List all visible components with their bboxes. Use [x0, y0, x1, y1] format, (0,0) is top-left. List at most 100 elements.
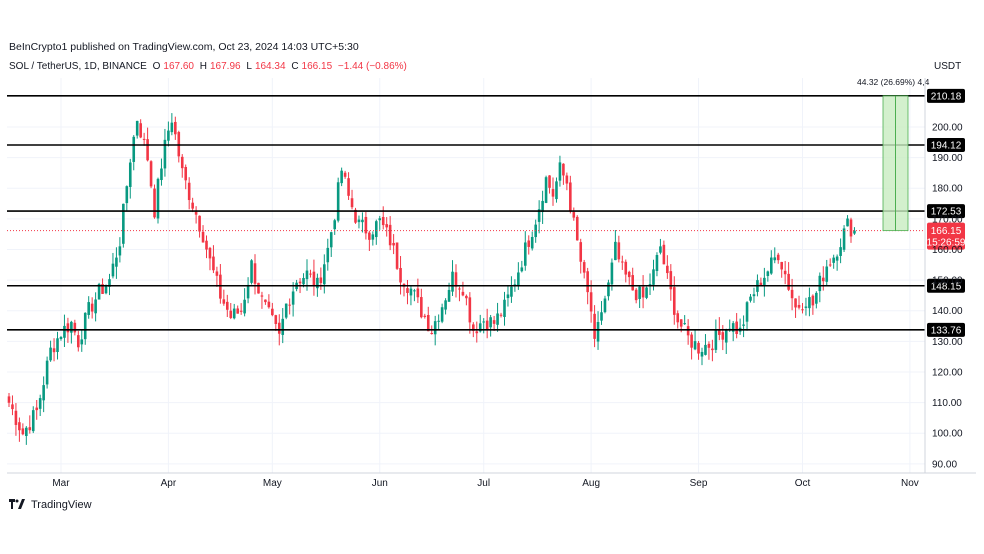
last-price-box [927, 222, 965, 250]
candle-body [704, 344, 707, 355]
candle-body [569, 182, 572, 211]
candle-body [205, 240, 208, 250]
candle-body [825, 266, 829, 282]
candle-body [638, 286, 641, 299]
candle-body [343, 172, 347, 177]
candle-body [513, 284, 517, 286]
candle-body [52, 348, 56, 353]
symbol-ohlc-line: SOL / TetherUS, 1D, BINANCE O 167.60 H 167… [9, 61, 410, 72]
candle-body [201, 231, 205, 243]
axes: 90.00 100.00 110.00 120.00 130.00 140.00 150.0… [7, 78, 976, 489]
level-label-box [927, 204, 965, 219]
candle-body [174, 121, 177, 135]
candle-body [607, 282, 610, 297]
candle-body [399, 267, 402, 283]
candle-body [49, 347, 52, 361]
candle-body [312, 271, 316, 287]
level-label: 194.12 [931, 140, 962, 151]
y-tick-label: 120.00 [932, 367, 963, 378]
candle-body [371, 234, 375, 240]
candle-body [374, 221, 378, 238]
candle-body [149, 161, 153, 187]
candle-body [364, 216, 368, 234]
y-tick-label: 140.00 [932, 306, 963, 317]
tradingview-logo[interactable]: TradingView [9, 498, 92, 512]
candle-body [329, 232, 333, 248]
candle-body [468, 297, 472, 323]
candle-body [472, 324, 475, 331]
x-tick-label: Sep [690, 478, 708, 489]
candle-body [454, 272, 458, 287]
candle-body [381, 216, 385, 226]
candle-body [18, 422, 21, 431]
candle-body [219, 274, 222, 299]
candle-body [368, 232, 371, 240]
candle-body [558, 162, 562, 181]
candle-body [104, 285, 108, 294]
candle-body [395, 242, 399, 269]
candle-body [409, 288, 413, 296]
candle-body [645, 287, 648, 298]
x-tick-label: Oct [795, 478, 811, 489]
candle-body [582, 262, 586, 273]
candle-body [711, 348, 714, 351]
candle-body [115, 257, 118, 267]
candle-body [229, 310, 233, 318]
candle-body [305, 270, 309, 280]
candle-body [416, 288, 420, 298]
candle-body [614, 241, 617, 261]
y-tick-label: 200.00 [932, 122, 963, 133]
candle-body [423, 315, 427, 317]
measure-tool[interactable]: 44.32 (26.69%) 4,4 [857, 77, 930, 232]
candle-body [135, 120, 139, 136]
candle-body [347, 178, 350, 196]
candles [7, 113, 856, 445]
candle-body [215, 271, 219, 276]
level-label-box [927, 278, 965, 293]
level-label-box [927, 88, 965, 103]
candle-body [603, 298, 607, 313]
candle-body [108, 279, 111, 287]
candle-body [59, 337, 63, 340]
candle-body [617, 242, 621, 260]
candle-body [14, 410, 18, 425]
symbol-label[interactable]: SOL / TetherUS, 1D, BINANCE [9, 61, 147, 72]
candle-body [742, 324, 745, 326]
low-label: L [246, 61, 252, 72]
candle-body [517, 272, 520, 287]
candle-body [828, 264, 832, 266]
candle-body [465, 295, 468, 299]
candle-body [56, 338, 59, 353]
candle-body [236, 308, 239, 314]
y-tick-label: 170.00 [932, 214, 963, 225]
candle-body [485, 320, 489, 330]
candle-body [309, 273, 312, 275]
x-tick-label: Mar [52, 478, 70, 489]
candle-body [527, 240, 531, 247]
candle-body [45, 360, 49, 385]
candle-body [669, 271, 673, 290]
candle-body [167, 130, 170, 141]
candle-body [31, 410, 35, 432]
candle-body [222, 299, 226, 304]
candle-body [659, 246, 662, 253]
candle-body [385, 224, 388, 228]
candle-body [28, 427, 32, 431]
candle-body [773, 257, 777, 261]
currency-label[interactable]: USDT [934, 61, 962, 72]
candle-body [298, 281, 302, 284]
candle-body [589, 292, 593, 312]
x-tick-label: Aug [582, 478, 600, 489]
candle-body [153, 188, 156, 218]
candle-body [25, 427, 28, 437]
candle-body [326, 247, 330, 263]
candle-body [482, 321, 486, 323]
candle-body [506, 294, 510, 299]
candle-body [835, 256, 839, 261]
candle-body [749, 296, 752, 301]
support-resistance-lines[interactable]: 210.18 194.12 172.53 148.15 133.76 166.1515:2… [7, 88, 966, 337]
candle-body [11, 404, 14, 410]
candle-body [73, 322, 77, 333]
high-label: H [199, 61, 207, 72]
